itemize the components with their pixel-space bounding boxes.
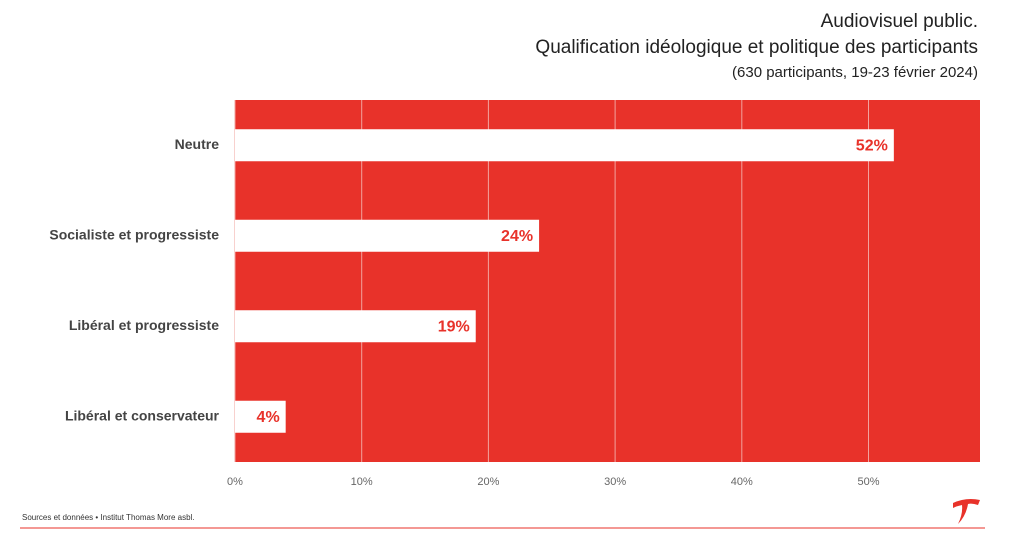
x-tick-label: 40% bbox=[731, 476, 753, 488]
bar bbox=[235, 219, 540, 252]
x-tick-label: 0% bbox=[227, 476, 243, 488]
data-label: 52% bbox=[856, 137, 888, 154]
bar bbox=[235, 400, 286, 433]
bar bbox=[235, 129, 894, 162]
source: Sources et données • Institut Thomas Mor… bbox=[22, 513, 195, 522]
data-label: 4% bbox=[257, 409, 280, 426]
logo bbox=[953, 499, 980, 524]
x-tick-label: 50% bbox=[857, 476, 879, 488]
bar bbox=[235, 310, 476, 343]
data-label: 19% bbox=[438, 318, 470, 335]
y-tick-label: Neutre bbox=[175, 136, 220, 152]
chart-title: Audiovisuel public. bbox=[821, 11, 978, 32]
chart-title: Qualification idéologique et politique d… bbox=[535, 37, 978, 58]
x-tick-label: 20% bbox=[477, 476, 499, 488]
y-tick-label: Libéral et conservateur bbox=[65, 407, 220, 423]
data-label: 24% bbox=[501, 228, 533, 245]
y-tick-label: Libéral et progressiste bbox=[69, 317, 219, 333]
y-tick-label: Socialiste et progressiste bbox=[49, 226, 219, 242]
chart-subtitle: (630 participants, 19-23 février 2024) bbox=[732, 64, 978, 81]
x-tick-label: 10% bbox=[351, 476, 373, 488]
x-tick-label: 30% bbox=[604, 476, 626, 488]
